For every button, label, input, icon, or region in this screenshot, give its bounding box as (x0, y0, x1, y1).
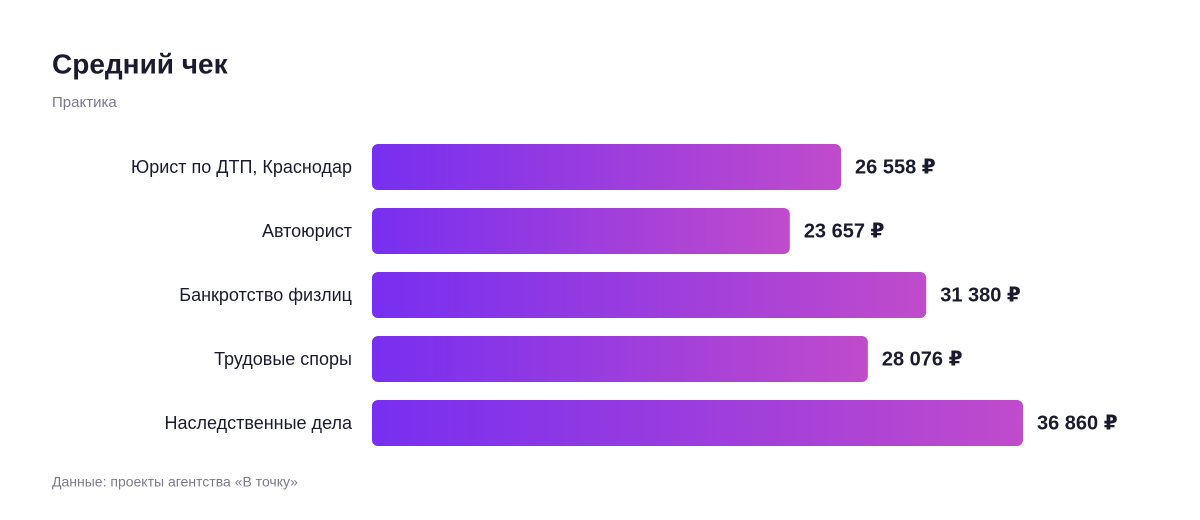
category-label: Трудовые споры (214, 349, 352, 369)
value-label: 26 558 ₽ (855, 156, 936, 178)
category-label: Наследственные дела (164, 413, 352, 433)
value-label: 28 076 ₽ (882, 348, 963, 370)
bar (372, 400, 1023, 446)
source-note: Данные: проекты агентства «В точку» (52, 474, 298, 490)
category-label: Банкротство физлиц (179, 285, 352, 305)
bar (372, 208, 790, 254)
category-label: Юрист по ДТП, Краснодар (131, 157, 352, 177)
chart-title: Средний чек (52, 48, 229, 79)
category-label: Автоюрист (262, 221, 352, 241)
bar (372, 272, 927, 318)
value-label: 36 860 ₽ (1037, 412, 1118, 434)
bar (372, 144, 842, 190)
value-label: 31 380 ₽ (940, 284, 1021, 306)
chart-subtitle: Практика (52, 94, 117, 111)
bar (372, 336, 868, 382)
value-label: 23 657 ₽ (804, 220, 885, 242)
